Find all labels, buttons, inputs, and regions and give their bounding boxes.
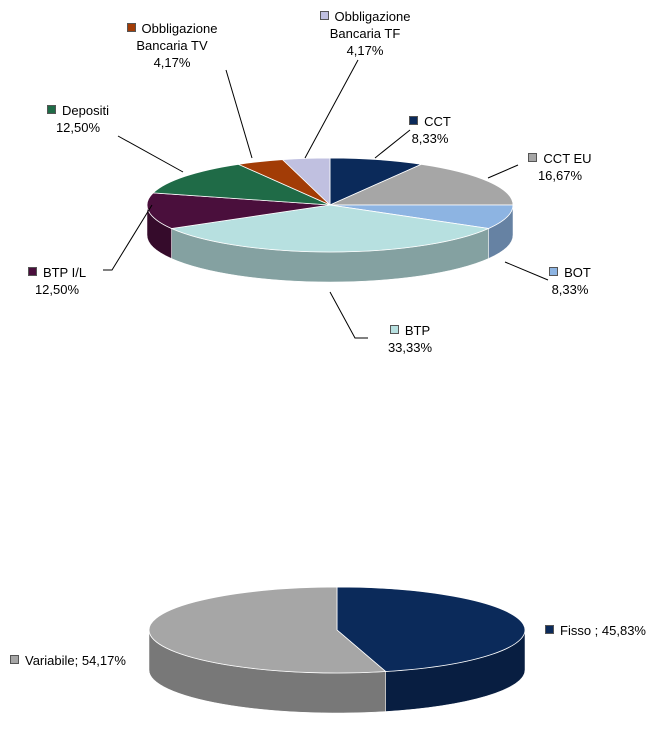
leader-line (117, 135, 184, 173)
pie (148, 586, 526, 714)
leader-lines (103, 59, 549, 339)
label-swatch (545, 625, 554, 634)
value-label: 8,33% (411, 131, 449, 146)
data-label: Variabile; 54,17% (10, 652, 126, 669)
slice (329, 163, 514, 206)
category-label: BTP (404, 323, 431, 338)
label-swatch (528, 153, 538, 162)
category-label: BOT (564, 265, 591, 280)
label-swatch (319, 11, 329, 20)
label-swatch (47, 105, 57, 114)
data-label: BTP I/L 12,50% (12, 264, 102, 298)
leader-line (225, 69, 253, 159)
leader-line (103, 204, 153, 271)
slice (148, 586, 387, 674)
data-label: CCT EU 16,67% (520, 150, 600, 184)
label-swatch (409, 116, 419, 125)
data-label: BOT 8,33% (540, 264, 600, 298)
label-swatch (549, 267, 559, 276)
slice (336, 586, 526, 672)
data-label: Obbligazione Bancaria TV 4,17% (112, 20, 232, 71)
value-label: 8,33% (551, 282, 589, 297)
label-swatch (389, 325, 399, 334)
leader-line (487, 164, 519, 179)
value-label: 33,33% (387, 340, 433, 355)
data-label: BTP 33,33% (370, 322, 450, 356)
value-label: 12,50% (55, 120, 101, 135)
leader-line (504, 261, 549, 281)
data-label: Depositi 12,50% (36, 102, 120, 136)
data-label: CCT 8,33% (400, 113, 460, 147)
value-label: 12,50% (34, 282, 80, 297)
label-swatch (10, 655, 19, 664)
category-label: BTP I/L (42, 265, 87, 280)
leader-line (329, 291, 368, 339)
slice (170, 204, 490, 253)
slice (329, 204, 514, 229)
category-label: CCT EU (543, 151, 592, 166)
data-label: Fisso ; 45,83% (545, 622, 646, 639)
category-label: CCT (424, 114, 451, 129)
value-label: 4,17% (346, 43, 384, 58)
leader-line (374, 129, 411, 159)
value-label: 4,17% (153, 55, 191, 70)
label-swatch (126, 23, 136, 32)
value-label: 16,67% (537, 168, 583, 183)
pie (146, 157, 514, 283)
value-label: Variabile; 54,17% (25, 653, 126, 668)
slice (281, 157, 331, 206)
slice (152, 163, 331, 206)
category-label: Obbligazione Bancaria TF (329, 9, 411, 41)
slice (329, 157, 423, 206)
value-label: Fisso ; 45,83% (560, 623, 646, 638)
category-label: Depositi (62, 103, 109, 118)
leader-line (304, 59, 359, 159)
category-label: Obbligazione Bancaria TV (136, 21, 218, 53)
data-label: Obbligazione Bancaria TF 4,17% (305, 8, 425, 59)
label-swatch (27, 267, 37, 276)
